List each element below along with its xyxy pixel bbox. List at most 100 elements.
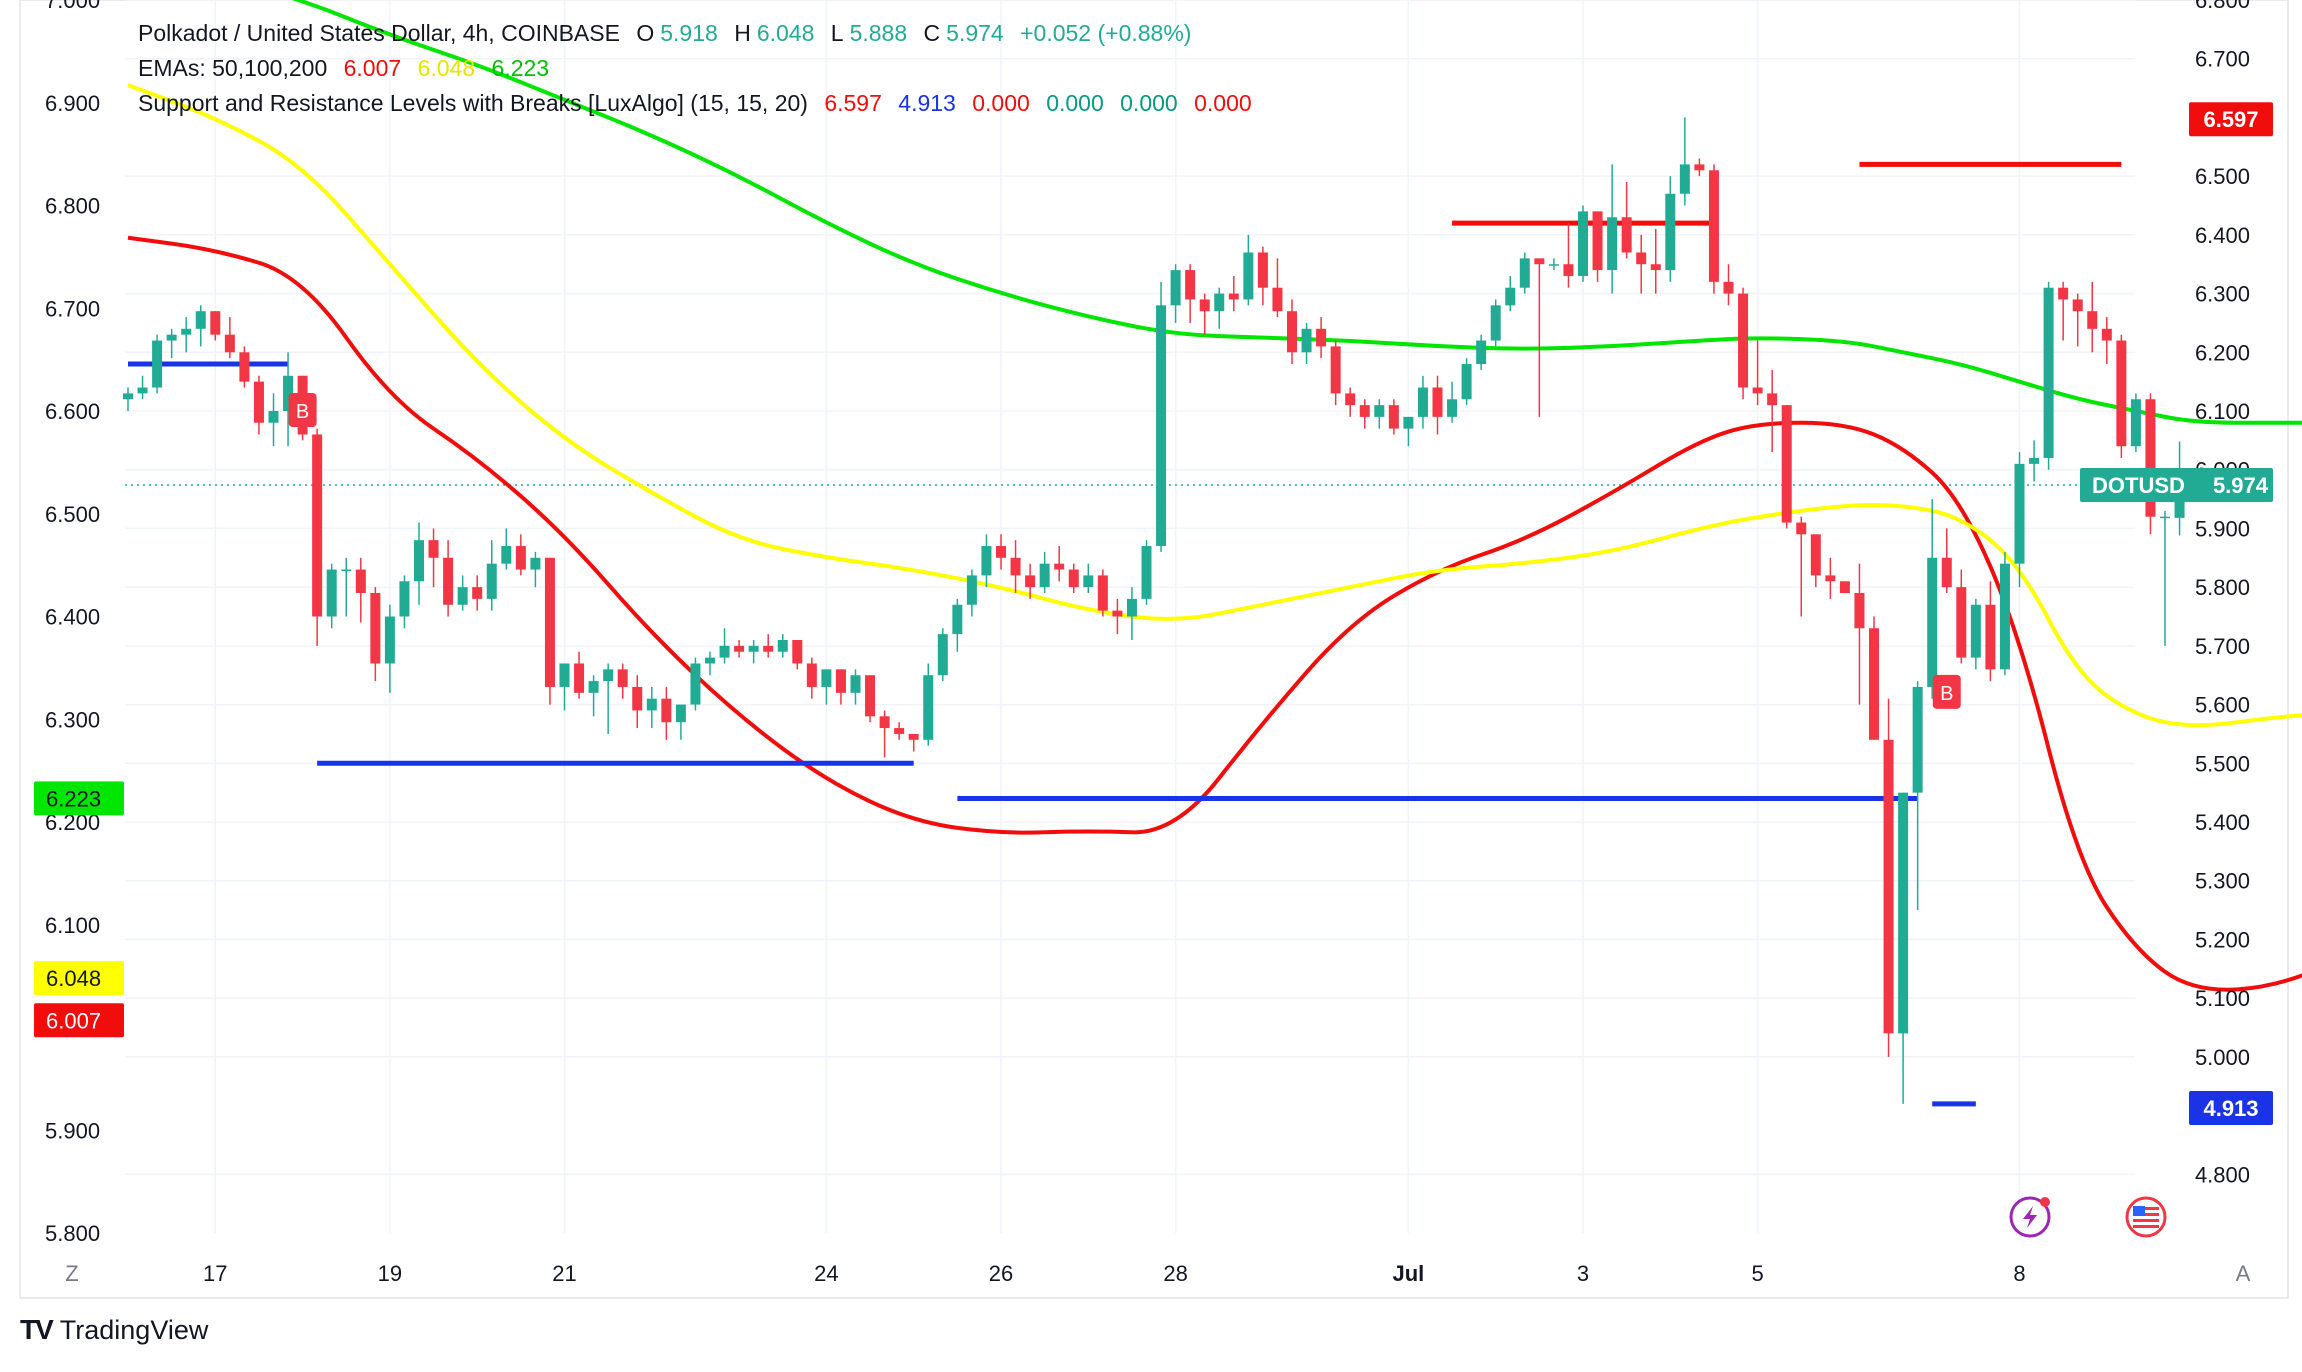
candle-body (399, 581, 410, 617)
candle-body (2029, 457, 2040, 464)
candle-body (1563, 264, 1574, 276)
candle-body (1170, 270, 1181, 306)
left-axis-tick: 6.300 (45, 707, 100, 732)
candle-body (1287, 311, 1297, 353)
candle-body (224, 334, 235, 353)
legend-sr-value: 0.000 (1194, 90, 1252, 116)
left-axis-tick: 6.600 (45, 399, 100, 424)
candle-body (588, 681, 599, 693)
left-axis-tick: 6.400 (45, 605, 100, 630)
candle-body (341, 569, 352, 572)
candle-body (777, 639, 788, 652)
grid-layer (125, 0, 2135, 1233)
signal-badge (288, 393, 317, 427)
candle-body (1999, 563, 2010, 670)
candle-body (1432, 387, 1443, 417)
x-axis-tick: 3 (1577, 1261, 1589, 1286)
candle-body (1898, 792, 1909, 1034)
axis-auto-button: A (2236, 1261, 2251, 1286)
candle-body (1025, 575, 1036, 588)
candle-body (1476, 340, 1487, 365)
right-axis-tick: 4.800 (2195, 1162, 2250, 1187)
candle-body (486, 563, 497, 599)
candle-body (428, 540, 439, 558)
candle-body (1374, 405, 1385, 417)
candle-body (1796, 522, 1807, 535)
candle-body (1767, 393, 1778, 406)
candle-body (1301, 328, 1312, 353)
candle-body (2087, 311, 2098, 329)
candle-body (1156, 305, 1167, 547)
legend-close-label: C (923, 20, 941, 46)
legend-sr-value: 0.000 (1120, 90, 1178, 116)
candles-layer (123, 117, 2185, 1104)
right-price-badge (2189, 1090, 2273, 1125)
right-price-badge-text: 6.597 (2203, 107, 2258, 132)
legend-ema100: 6.048 (417, 55, 476, 81)
candle-body (690, 663, 701, 705)
candle-body (821, 669, 832, 687)
candle-body (850, 675, 861, 693)
signal-label: B (1940, 683, 1953, 705)
candle-body (879, 716, 890, 729)
candle-body (2058, 287, 2069, 300)
candle-body (1694, 164, 1705, 171)
legend-close: 5.974 (946, 20, 1004, 46)
candle-body (574, 663, 585, 693)
right-axis-tick: 5.200 (2195, 927, 2250, 952)
x-axis-tick: 21 (552, 1261, 576, 1286)
candle-body (1330, 346, 1341, 394)
tradingview-brand[interactable]: TV TradingView (20, 1314, 208, 1346)
legend-low-label: L (830, 20, 844, 46)
x-axis-tick: Jul (1393, 1261, 1425, 1286)
candle-body (1519, 258, 1530, 288)
candle-body (1738, 293, 1749, 388)
candle-body (1112, 610, 1123, 617)
candle-body (705, 657, 715, 664)
x-axis-tick: 17 (203, 1261, 227, 1286)
legend-emas-row[interactable]: EMAs: 50,100,200 6.007 6.048 6.223 (138, 55, 559, 82)
candle-body (865, 675, 876, 717)
right-axis-tick: 6.500 (2195, 164, 2250, 189)
us-flag-icon[interactable] (2125, 1196, 2167, 1238)
candle-body (1126, 598, 1137, 617)
legend-sr-row[interactable]: Support and Resistance Levels with Break… (138, 90, 1262, 117)
candle-body (1316, 328, 1327, 347)
candle-body (239, 352, 250, 382)
lightning-icon[interactable] (2009, 1196, 2051, 1238)
legend-sr-value: 4.913 (898, 90, 956, 116)
legend-sr-label: Support and Resistance Levels with Break… (138, 90, 808, 116)
candle-body (1665, 193, 1676, 271)
legend-symbol-row: Polkadot / United States Dollar, 4h, COI… (138, 20, 1201, 47)
candle-body (1505, 287, 1516, 306)
candle-body (1970, 604, 1981, 658)
legend-ema200: 6.223 (491, 55, 550, 81)
candle-body (1461, 364, 1472, 400)
candle-body (1388, 405, 1399, 429)
candle-body (1403, 416, 1414, 429)
x-axis-tick: 24 (814, 1261, 838, 1286)
sr-levels-layer (128, 161, 2122, 1107)
candle-body (908, 733, 919, 740)
candle-body (1257, 252, 1268, 288)
legend-sr-value: 0.000 (1046, 90, 1104, 116)
candle-body (792, 639, 803, 664)
candle-body (646, 698, 657, 711)
right-price-badge-text: 4.913 (2203, 1096, 2258, 1121)
candle-body (719, 645, 730, 658)
candle-body (1781, 405, 1792, 523)
candle-body (123, 393, 133, 400)
axis-layer: 6.8006.7006.5006.4006.3006.2006.1006.000… (45, 0, 2251, 1286)
candle-body (1417, 387, 1428, 417)
candle-body (1723, 281, 1734, 294)
right-axis-tick: 5.000 (2195, 1045, 2250, 1070)
candle-body (1607, 217, 1618, 271)
candle-body (1068, 569, 1079, 588)
candle-body (472, 587, 483, 599)
left-price-badge (34, 961, 124, 996)
candle-body (1592, 211, 1603, 271)
candle-body (1359, 405, 1370, 417)
candle-body (181, 328, 192, 335)
candle-body (1927, 557, 1938, 687)
